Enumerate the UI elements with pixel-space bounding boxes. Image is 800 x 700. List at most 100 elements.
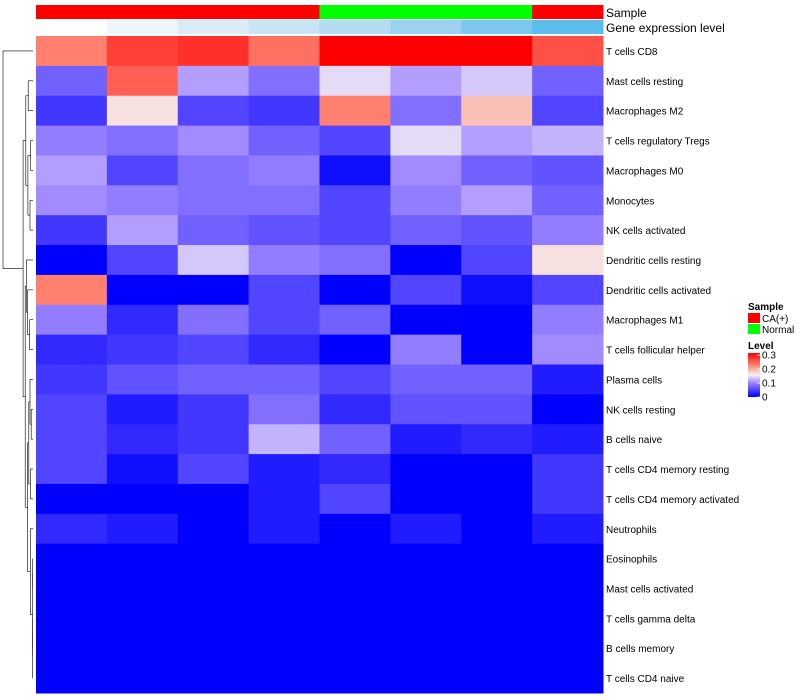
- gene-expression-annot-cell: [532, 20, 604, 34]
- heatmap-cell: [177, 394, 250, 425]
- heatmap-cell: [36, 155, 108, 186]
- heatmap-cell: [319, 603, 391, 634]
- heatmap-cell: [36, 603, 108, 634]
- gene-expression-annotation-label: Gene expression level: [606, 21, 725, 35]
- heatmap-cell: [532, 424, 604, 455]
- heatmap-cell: [319, 663, 391, 694]
- row-label: B cells naive: [606, 435, 663, 446]
- heatmap-cell: [532, 125, 604, 156]
- heatmap-cell: [532, 633, 604, 664]
- heatmap-cell: [532, 394, 604, 425]
- heatmap-cell: [390, 155, 462, 186]
- heatmap-cell: [461, 274, 533, 306]
- heatmap-cell: [36, 185, 108, 216]
- heatmap-cell: [36, 454, 108, 485]
- legend-level-tick-label: 0.1: [762, 379, 776, 390]
- row-label: Mast cells resting: [606, 77, 683, 88]
- heatmap-cell: [461, 513, 533, 545]
- gene-expression-annot-cell: [177, 20, 250, 34]
- heatmap-cell: [177, 334, 250, 365]
- heatmap-cell: [461, 424, 533, 455]
- heatmap-cell: [461, 95, 533, 127]
- heatmap-cell: [177, 304, 250, 336]
- gene-expression-annot-cell: [248, 20, 320, 34]
- heatmap-cell: [532, 454, 604, 485]
- heatmap-cell: [106, 513, 179, 545]
- gene-expression-annotation-bar: [36, 20, 604, 34]
- heatmap-cell: [177, 36, 250, 67]
- heatmap-cell: [248, 215, 320, 246]
- heatmap-cell: [177, 245, 250, 276]
- row-dendrogram: [2, 50, 34, 679]
- heatmap-cell: [106, 95, 179, 127]
- heatmap-cell: [461, 603, 533, 634]
- heatmap-cell: [177, 155, 250, 186]
- row-label: Plasma cells: [606, 375, 662, 386]
- heatmap-cell: [248, 334, 320, 365]
- heatmap-cell: [177, 543, 250, 575]
- heatmap-cell: [106, 185, 179, 216]
- heatmap-cell: [390, 424, 462, 455]
- legend-label-normal: Normal: [762, 325, 794, 336]
- heatmap-cell: [390, 394, 462, 425]
- heatmap-cell: [532, 155, 604, 186]
- heatmap-cell: [390, 274, 462, 306]
- heatmap-cell: [461, 215, 533, 246]
- heatmap-cell: [532, 663, 604, 694]
- sample-annotation-bar: [36, 5, 604, 19]
- heatmap-cell: [461, 185, 533, 216]
- heatmap-cell: [319, 334, 391, 365]
- row-label: Macrophages M2: [606, 107, 684, 118]
- heatmap-cell: [532, 185, 604, 216]
- heatmap-cell: [177, 424, 250, 455]
- heatmap-cell: [177, 185, 250, 216]
- heatmap-cell: [248, 543, 320, 575]
- heatmap-cell: [106, 215, 179, 246]
- heatmap-cell: [106, 245, 179, 276]
- heatmap-cell: [177, 573, 250, 604]
- legend-level-colorbar: [748, 353, 760, 397]
- row-label: T cells CD4 naive: [606, 674, 685, 685]
- heatmap-cell: [248, 394, 320, 425]
- heatmap-cell: [36, 483, 108, 515]
- heatmap-cell: [319, 304, 391, 336]
- heatmap-cell: [390, 334, 462, 365]
- heatmap-cell: [106, 633, 179, 664]
- heatmap-cell: [532, 245, 604, 276]
- sample-annot-cell: [390, 5, 462, 19]
- heatmap-cell: [390, 36, 462, 67]
- legend-level-tick-label: 0.3: [762, 351, 776, 362]
- sample-annot-cell: [36, 5, 108, 19]
- heatmap-cells: [36, 36, 604, 694]
- heatmap-cell: [248, 663, 320, 694]
- legend-level-tick-label: 0.2: [762, 365, 776, 376]
- heatmap-cell: [177, 483, 250, 515]
- heatmap-cell: [390, 185, 462, 216]
- heatmap-cell: [36, 304, 108, 336]
- heatmap-cell: [319, 185, 391, 216]
- heatmap-cell: [390, 573, 462, 604]
- legend-level-title: Level: [748, 341, 774, 352]
- row-label: T cells CD8: [606, 47, 658, 58]
- legend-level-tick-label: 0: [762, 393, 768, 404]
- sample-annot-cell: [248, 5, 320, 19]
- legend-level-ticks: 0.3 0.2 0.1 0: [757, 351, 776, 404]
- sample-annot-cell: [106, 5, 179, 19]
- heatmap-cell: [36, 215, 108, 246]
- heatmap-cell: [248, 245, 320, 276]
- heatmap-cell: [36, 274, 108, 306]
- heatmap-cell: [532, 274, 604, 306]
- heatmap-cell: [248, 155, 320, 186]
- heatmap-cell: [106, 603, 179, 634]
- sample-annot-cell: [532, 5, 604, 19]
- heatmap-cell: [532, 215, 604, 246]
- heatmap-cell: [532, 364, 604, 395]
- heatmap-cell: [532, 543, 604, 575]
- heatmap-cell: [319, 543, 391, 575]
- heatmap-cell: [248, 513, 320, 545]
- heatmap-cell: [319, 513, 391, 545]
- heatmap-cell: [319, 573, 391, 604]
- heatmap-cell: [177, 454, 250, 485]
- heatmap-cell: [36, 513, 108, 545]
